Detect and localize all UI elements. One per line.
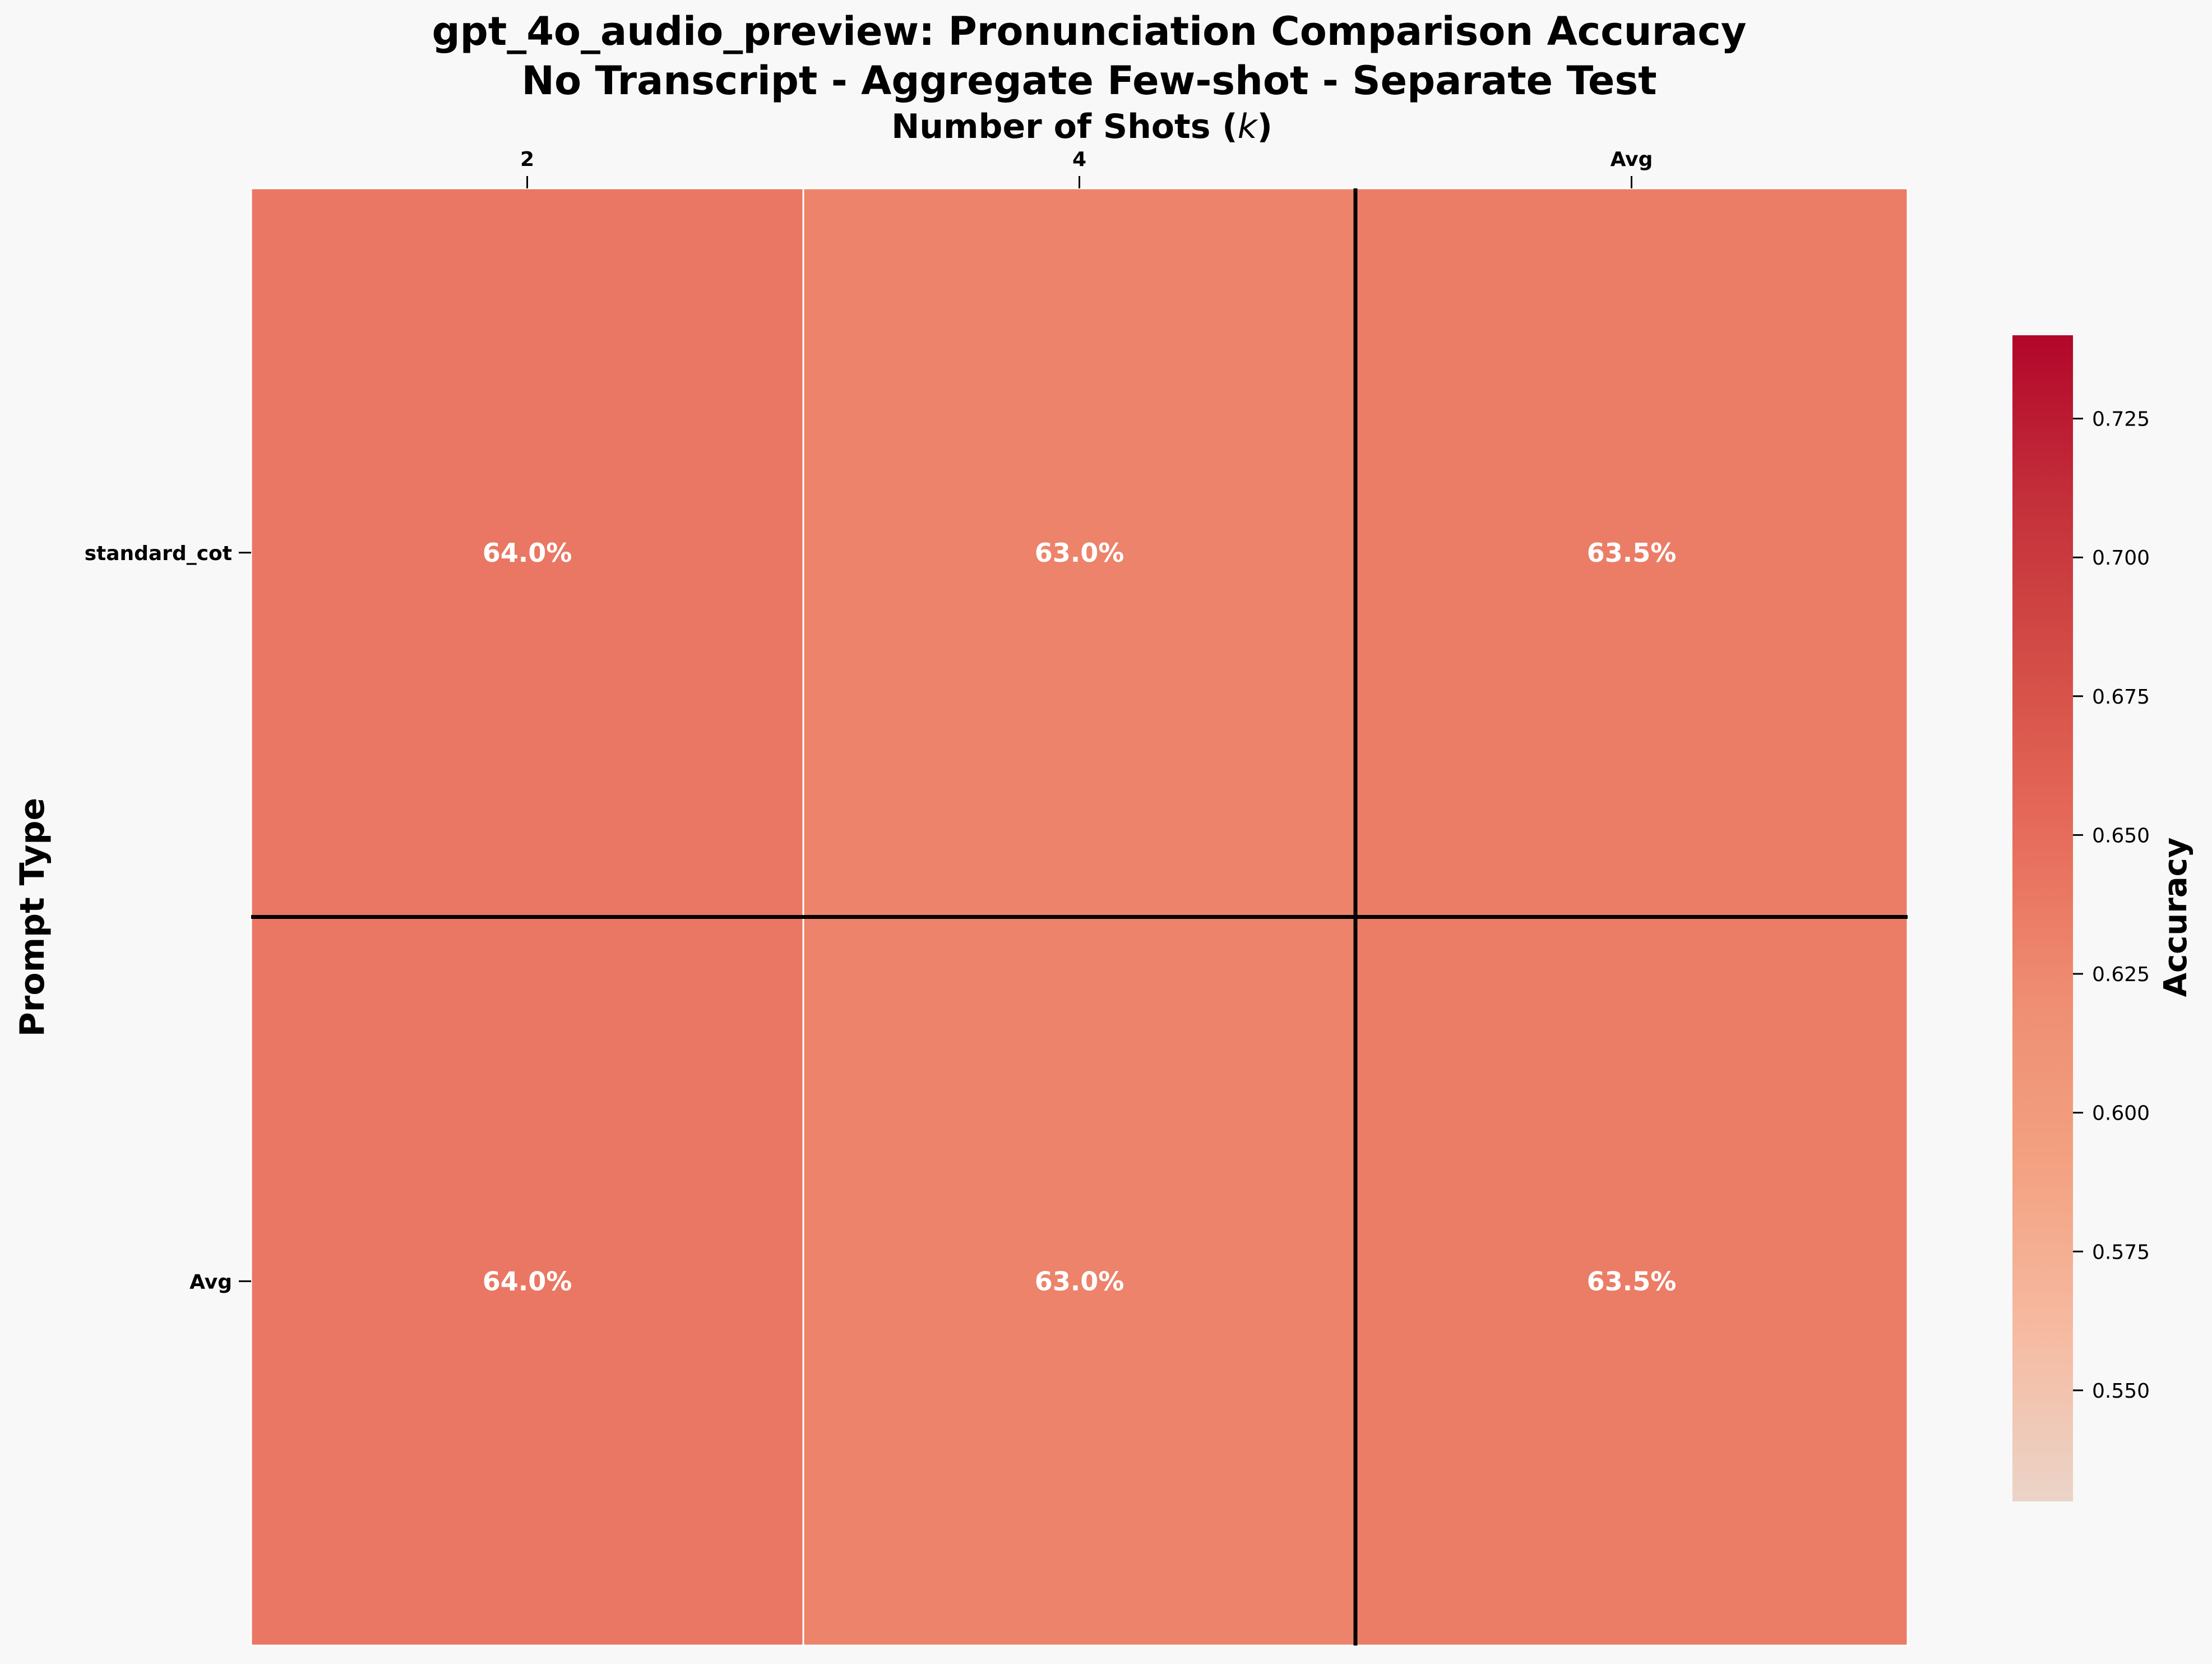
y-axis-label: Prompt Type xyxy=(13,798,52,1037)
cell-value-label: 63.0% xyxy=(1035,538,1124,568)
x-ticks: 2 4 Avg xyxy=(520,148,1653,188)
colorbar xyxy=(2012,335,2073,1501)
cell-value-label: 63.0% xyxy=(1035,1266,1124,1296)
cell-value-label: 63.5% xyxy=(1587,538,1677,568)
colorbar-tick-label: 0.700 xyxy=(2092,547,2150,570)
colorbar-tick-label: 0.650 xyxy=(2092,824,2150,847)
heatmap-cell xyxy=(1354,916,1909,1647)
x-tick-label: 4 xyxy=(1072,148,1086,171)
cell-labels: 64.0% 63.0% 63.5% 64.0% 63.0% 63.5% xyxy=(483,538,1677,1297)
y-tick-label: Avg xyxy=(189,1270,232,1293)
x-tick-label: Avg xyxy=(1611,148,1653,171)
colorbar-tick-label: 0.675 xyxy=(2092,686,2150,709)
heatmap-cell xyxy=(802,187,1357,918)
colorbar-tick-label: 0.600 xyxy=(2092,1102,2150,1125)
y-ticks: standard_cot Avg xyxy=(85,542,251,1293)
colorbar-label: Accuracy xyxy=(2158,838,2194,997)
heatmap-cell xyxy=(802,916,1357,1647)
cell-value-label: 64.0% xyxy=(483,1266,572,1296)
heatmap-cells xyxy=(250,187,1909,1647)
colorbar-tick-label: 0.575 xyxy=(2092,1241,2150,1264)
cell-value-label: 64.0% xyxy=(483,538,572,568)
x-axis-label: Number of Shots (k) xyxy=(891,107,1272,146)
heatmap-cell xyxy=(250,916,804,1647)
colorbar-ticks: 0.550 0.575 0.600 0.625 0.650 0.675 0.700 0.725 xyxy=(2073,408,2150,1403)
chart-title: gpt_4o_audio_preview: Pronunciation Comp… xyxy=(432,8,1747,54)
colorbar-tick-label: 0.550 xyxy=(2092,1380,2150,1403)
colorbar-tick-label: 0.725 xyxy=(2092,408,2150,431)
heatmap-cell xyxy=(250,187,804,918)
chart-subtitle: No Transcript - Aggregate Few-shot - Sep… xyxy=(521,58,1656,104)
x-tick-label: 2 xyxy=(520,148,534,171)
y-tick-label: standard_cot xyxy=(85,542,232,565)
colorbar-tick-label: 0.625 xyxy=(2092,963,2150,986)
separator-lines xyxy=(251,188,1908,1645)
cell-value-label: 63.5% xyxy=(1587,1266,1677,1296)
